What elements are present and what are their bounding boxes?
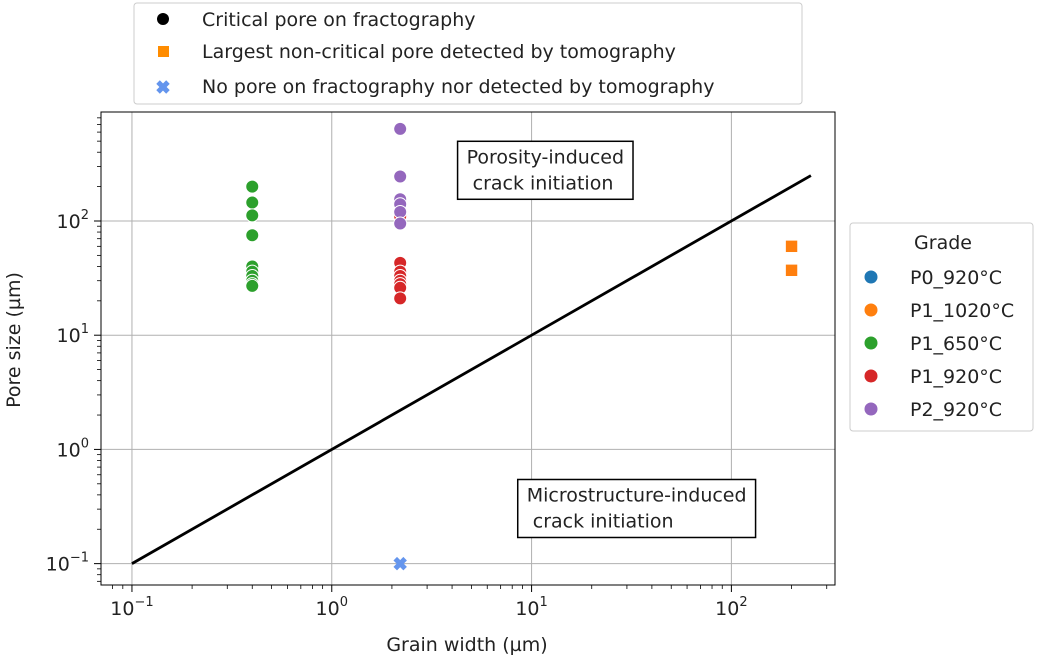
data-point bbox=[393, 121, 408, 136]
grade-legend-label: P0_920°C bbox=[910, 267, 1002, 289]
x-tick-label: 102 bbox=[715, 595, 747, 620]
annotation-text-line: Porosity-induced bbox=[467, 146, 624, 168]
grade-legend-marker bbox=[863, 401, 879, 417]
data-point bbox=[785, 240, 798, 253]
data-point bbox=[245, 208, 260, 223]
axis-ticks: 10−1 100 101 102 10−1 100 101 102 bbox=[46, 117, 828, 620]
plot-frame bbox=[100, 111, 836, 586]
data-point bbox=[245, 179, 260, 194]
grade-legend-marker bbox=[863, 335, 879, 351]
x-axis-label: Grain width (µm) bbox=[386, 634, 547, 656]
diagonal-line-layer bbox=[131, 174, 812, 565]
y-axis-label: Pore size (µm) bbox=[3, 272, 25, 408]
legend-label-critical-pore: Critical pore on fractography bbox=[202, 9, 476, 31]
data-point bbox=[245, 228, 260, 243]
data-point bbox=[393, 556, 407, 571]
y-tick-label: 100 bbox=[57, 436, 89, 461]
legend-marker-circle bbox=[157, 13, 169, 25]
legend-label-no-pore: No pore on fractography nor detected by … bbox=[202, 76, 714, 98]
grade-legend: Grade P0_920°C P1_1020°C P1_650°C P1_920°C P… bbox=[849, 222, 1034, 432]
y-tick-label: 10−1 bbox=[46, 551, 89, 576]
marker-legend: Critical pore on fractography Largest no… bbox=[133, 2, 803, 105]
grade-legend-marker bbox=[863, 368, 879, 384]
legend-marker-square bbox=[158, 46, 169, 57]
grade-legend-label: P1_1020°C bbox=[910, 300, 1014, 322]
annotation-text-line: crack initiation bbox=[527, 510, 674, 532]
legend-marker-x bbox=[156, 80, 170, 94]
annotation-microstructure: Microstructure-induced crack initiation bbox=[516, 478, 757, 539]
data-point bbox=[393, 216, 408, 231]
legend-label-largest-pore: Largest non-critical pore detected by to… bbox=[202, 41, 676, 63]
diagonal-line bbox=[131, 174, 812, 565]
data-point-x-bar bbox=[393, 556, 407, 571]
y-tick-label: 102 bbox=[57, 208, 89, 233]
grade-legend-frame bbox=[849, 222, 1034, 432]
data-points bbox=[245, 121, 798, 571]
annotation-text-line: Microstructure-induced bbox=[527, 484, 747, 506]
annotation-porosity: Porosity-induced crack initiation bbox=[456, 140, 634, 201]
data-point bbox=[785, 264, 798, 277]
x-tick-label: 101 bbox=[515, 595, 547, 620]
data-point bbox=[245, 195, 260, 210]
data-point bbox=[393, 204, 408, 219]
x-tick-label: 100 bbox=[316, 595, 348, 620]
grade-legend-title: Grade bbox=[914, 232, 972, 254]
data-point bbox=[393, 291, 408, 306]
y-tick-label: 101 bbox=[57, 322, 89, 347]
grade-legend-marker bbox=[863, 302, 879, 318]
annotation-box bbox=[456, 140, 634, 201]
grade-legend-label: P1_650°C bbox=[910, 333, 1002, 355]
grade-legend-label: P2_920°C bbox=[910, 399, 1002, 421]
grade-legend-marker bbox=[863, 269, 879, 285]
x-tick-label: 10−1 bbox=[110, 595, 153, 620]
annotations: Porosity-induced crack initiationMicrost… bbox=[456, 140, 757, 539]
data-point bbox=[245, 278, 260, 293]
marker-legend-frame bbox=[133, 2, 803, 105]
grade-legend-label: P1_920°C bbox=[910, 366, 1002, 388]
data-point bbox=[393, 169, 408, 184]
annotation-text-line: crack initiation bbox=[467, 172, 614, 194]
annotation-box bbox=[516, 478, 757, 539]
